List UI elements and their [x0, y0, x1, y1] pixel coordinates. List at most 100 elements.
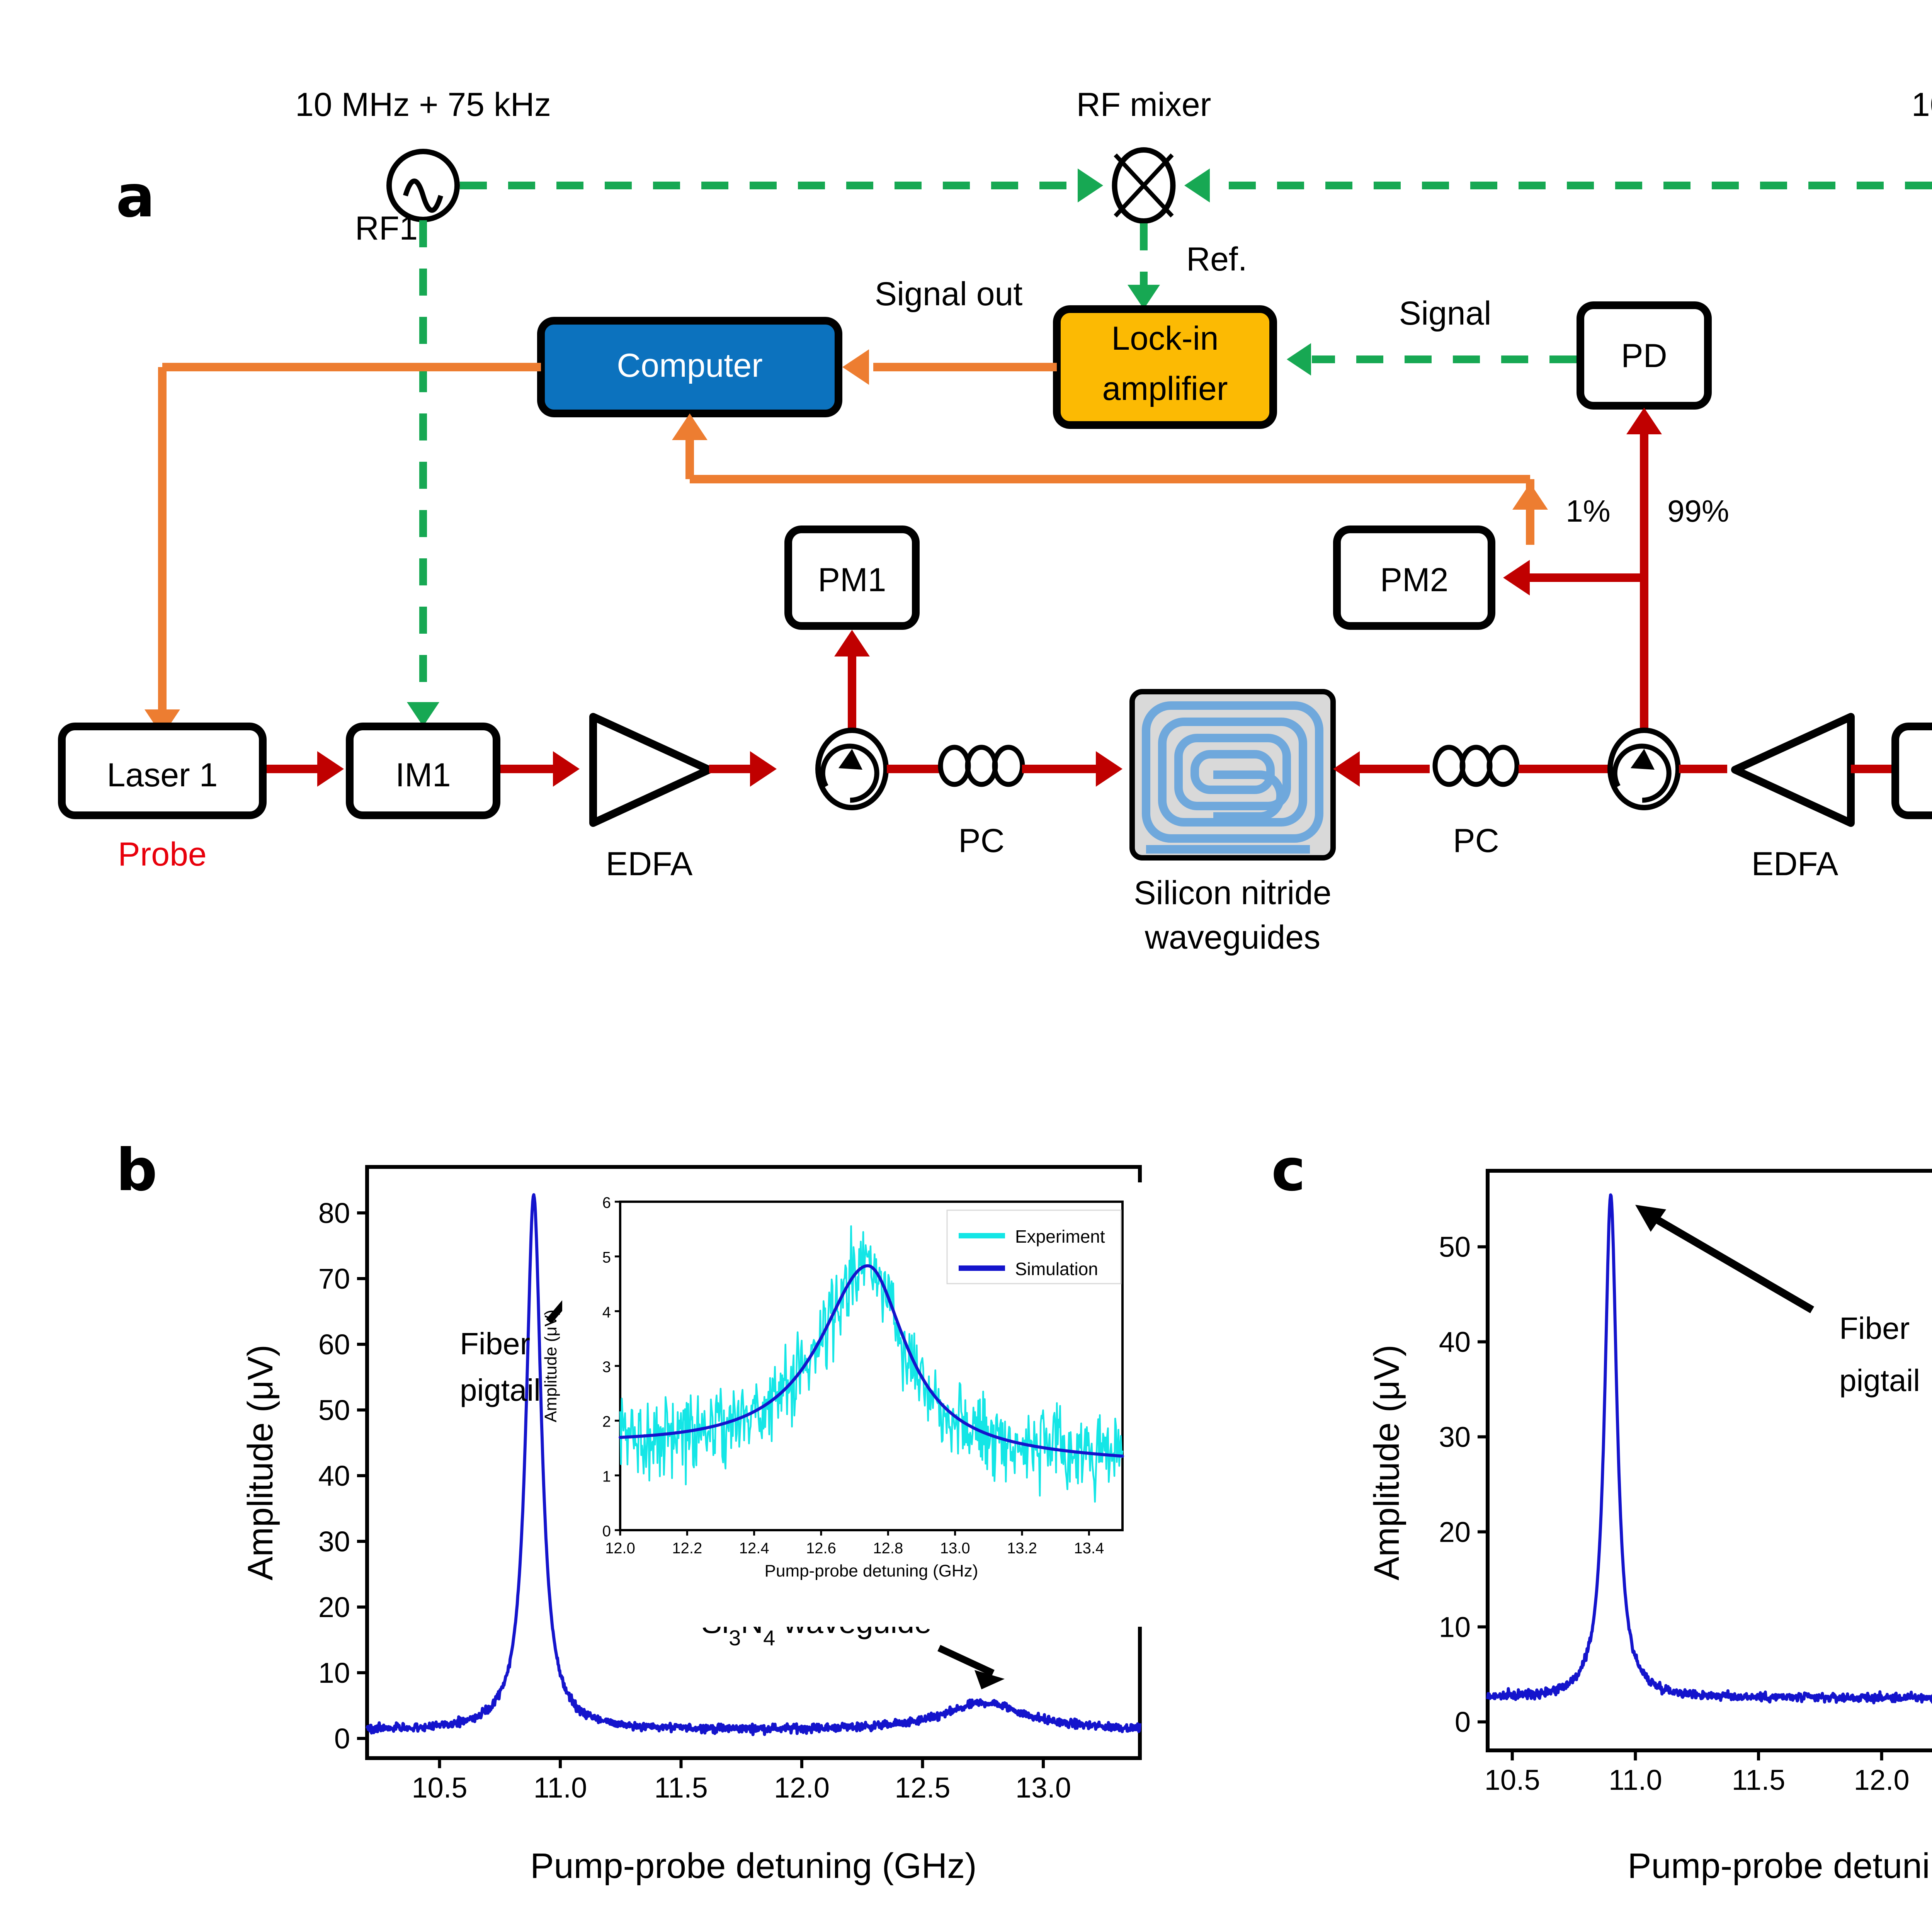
pc-left-loop-2	[965, 745, 998, 787]
inset-legend-label-2: Simulation	[1015, 1259, 1098, 1279]
x-tick-label: 11.0	[534, 1772, 587, 1804]
im1-box	[346, 723, 500, 819]
panel-label-b: b	[116, 1137, 157, 1204]
rf1-name-label: RF1	[355, 210, 418, 247]
pm2-label: PM2	[1380, 561, 1449, 599]
rf1-frequency-label: 10 MHz + 75 kHz	[295, 86, 551, 123]
edfa-right-icon	[1731, 713, 1855, 827]
circulator2-arrow	[1631, 749, 1655, 770]
edfa-right-label: EDFA	[1752, 845, 1838, 883]
x-tick-label: 10.5	[1485, 1764, 1540, 1796]
pd-label: PD	[1621, 337, 1667, 374]
pc-right-label: PC	[1453, 822, 1499, 859]
panel-c-y-axis-title: Amplitude (μV)	[1367, 1345, 1406, 1580]
sine-wave-icon	[403, 179, 443, 213]
fiber-pigtail-arrow-head-c	[1635, 1205, 1666, 1232]
y-tick-label: 50	[318, 1394, 350, 1426]
circulator1-arrow	[838, 749, 862, 770]
x-tick-label: 12.5	[895, 1772, 950, 1804]
pm2-box	[1333, 526, 1495, 630]
x-tick-label: 13.0	[1015, 1772, 1071, 1804]
circulator2-loop	[1612, 743, 1672, 803]
lockin-label-line1: Lock-in	[1111, 320, 1218, 357]
x-tick-label: 12.4	[739, 1540, 769, 1557]
rf2-frequency-label: 10 MHz	[1912, 86, 1932, 123]
y-tick-label: 50	[1439, 1231, 1471, 1263]
y-tick-label: 20	[1439, 1516, 1471, 1548]
waveguide-loop-2	[1158, 718, 1307, 827]
arrow-rf2-to-mixer	[1184, 168, 1210, 202]
chip-label-line1: Silicon nitride	[1134, 874, 1331, 912]
panel-c-spectrum-trace	[1486, 1193, 1932, 1704]
panel-c-x-axis-title: Pump-probe detuning (GHz)	[1628, 1846, 1932, 1886]
fiber-pigtail-label-c-line1: Fiber	[1839, 1311, 1910, 1345]
x-tick-label: 11.5	[654, 1772, 708, 1804]
pm1-label: PM1	[818, 561, 886, 599]
waveguide-loop-1	[1142, 701, 1323, 843]
y-tick-label: 70	[318, 1263, 350, 1295]
x-tick-label: 11.0	[1609, 1764, 1662, 1796]
im1-label: IM1	[395, 757, 451, 794]
lockin-label-line2: amplifier	[1102, 370, 1228, 407]
panel-b-x-axis-title: Pump-probe detuning (GHz)	[530, 1846, 977, 1886]
panel-label-a: a	[116, 163, 155, 230]
x-tick-label: 12.0	[1854, 1764, 1910, 1796]
x-tick-label: 13.0	[940, 1540, 970, 1557]
arrow-pc1-to-chip	[1096, 751, 1122, 787]
panel-b-spectrum-trace	[366, 1193, 1141, 1736]
fiber-pigtail-label-b-line1: Fiber	[460, 1327, 530, 1361]
arrow-to-pd	[1626, 408, 1662, 434]
panel-b-chart: b10.5 11.0 11.5 12.0 12.5 13.0010203040506070…	[116, 1137, 1142, 1886]
arrow-pm2-rail	[1512, 483, 1548, 510]
x-tick-label: 13.2	[1007, 1540, 1037, 1557]
split-99-percent-label: 99%	[1667, 494, 1729, 528]
arrow-rf1-to-mixer	[1078, 168, 1103, 202]
probe-label: Probe	[118, 836, 207, 873]
y-tick-label: 0	[1455, 1706, 1471, 1738]
arrow-mixer-to-lockin	[1128, 285, 1160, 309]
split-1-percent-label: 1%	[1566, 494, 1611, 528]
computer-label: Computer	[617, 347, 763, 384]
y-tick-label: 10	[318, 1657, 350, 1689]
ref-label: Ref.	[1186, 241, 1247, 278]
arrow-to-pm2	[1503, 560, 1530, 595]
y-tick-label: 10	[1439, 1611, 1471, 1643]
arrow-pc2-to-chip	[1333, 751, 1360, 787]
arrow-pd-to-lockin	[1287, 343, 1311, 376]
x-tick-label: 12.8	[873, 1540, 903, 1557]
arrow-im1-to-edfa	[553, 751, 580, 787]
panel-a-schematic: a10 MHz + 75 kHzRF110 MHzRF2RF mixerRef.…	[58, 86, 1932, 956]
y-tick-label: 3	[602, 1359, 611, 1376]
x-tick-label: 10.5	[412, 1772, 467, 1804]
signal-out-label: Signal out	[875, 276, 1023, 313]
fiber-pigtail-arrow-line-c	[1644, 1210, 1815, 1313]
x-tick-label: 12.0	[774, 1772, 830, 1804]
rf1-oscillator-icon	[386, 149, 460, 222]
y-tick-label: 4	[602, 1304, 611, 1321]
y-tick-label: 80	[318, 1197, 350, 1229]
chip-label-line2: waveguides	[1145, 919, 1320, 956]
inset-y-axis-title: Amplitude (μV)	[541, 1310, 560, 1422]
pc-right-loop-1	[1432, 745, 1466, 787]
pc-right-loop-3	[1486, 745, 1520, 787]
fiber-pigtail-label-c-line2: pigtail	[1839, 1363, 1920, 1398]
si3n4-arrow-line	[937, 1645, 995, 1677]
pd-box	[1577, 301, 1712, 410]
edfa-left-icon	[589, 713, 713, 827]
panel-c-frame	[1486, 1169, 1932, 1752]
panel-c-chart: c10.511.011.512.012.513.001020304050Ampl…	[1271, 1137, 1932, 1886]
rf-mixer-label: RF mixer	[1077, 86, 1211, 123]
panel-b-inset: 12.0 12.2 12.4 12.6 12.8 13.0 13.2 13.4 0 1 2 3 4 5 6 A…	[541, 1182, 1142, 1627]
y-tick-label: 30	[1439, 1421, 1471, 1453]
panel-b-y-axis-title: Amplitude (μV)	[241, 1345, 280, 1580]
si3n4-arrow-head	[975, 1670, 1005, 1689]
im2-box	[1891, 723, 1932, 819]
waveguide-loop-3	[1174, 734, 1291, 810]
y-tick-label: 20	[318, 1591, 350, 1623]
circulator1-loop	[820, 743, 879, 803]
fiber-pigtail-label-b-line2: pigtail	[460, 1373, 541, 1407]
y-tick-label: 30	[318, 1526, 350, 1558]
y-tick-label: 60	[318, 1328, 350, 1361]
